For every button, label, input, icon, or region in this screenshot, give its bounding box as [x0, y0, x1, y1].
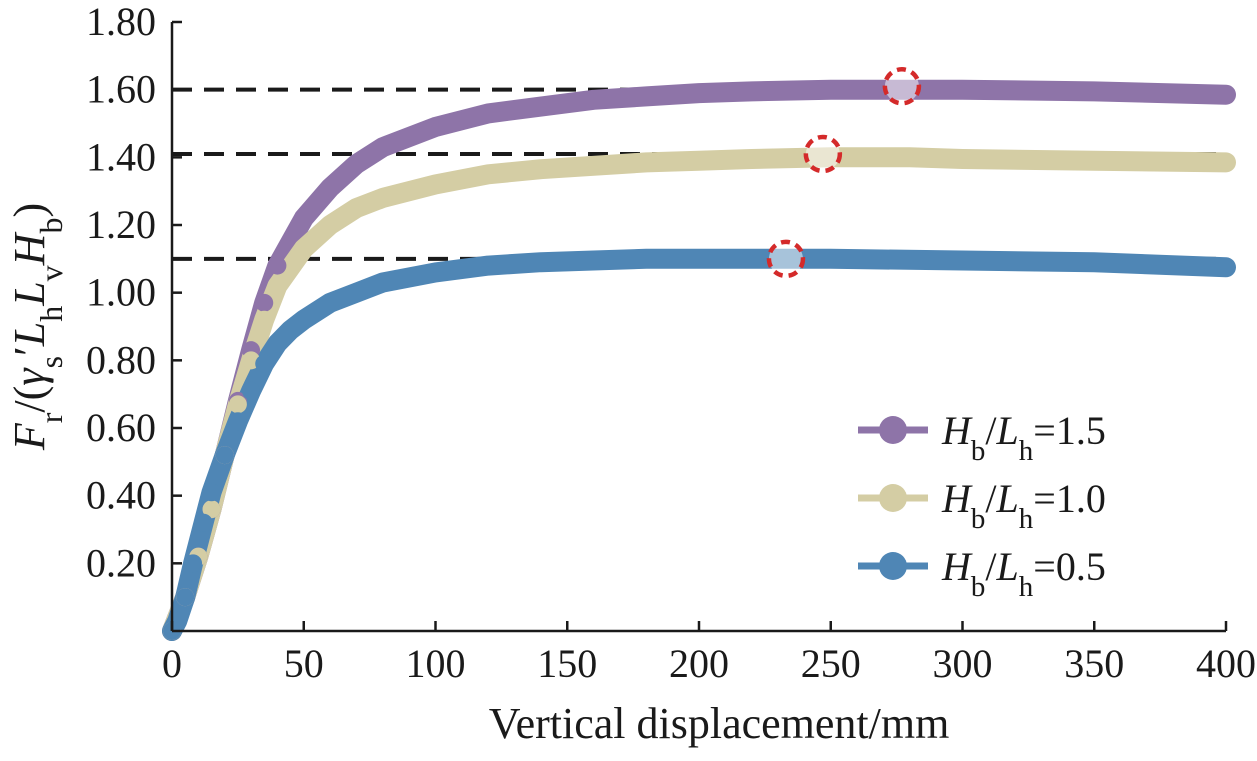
x-tick-label-8: 400: [1196, 641, 1256, 686]
legend-label-2: Hb/Lh=0.5: [941, 544, 1106, 603]
x-tick-label-3: 150: [537, 641, 597, 686]
legend-item-1: Hb/Lh=1.0: [858, 476, 1106, 535]
x-axis-title: Vertical displacement/mm: [489, 699, 950, 748]
y-tick-label-7: 1.60: [86, 67, 156, 112]
series-2-point-3: [184, 554, 203, 573]
x-tick-label-2: 100: [406, 641, 466, 686]
series-layer: [162, 79, 1236, 641]
series-0-point-8: [268, 256, 287, 275]
series-0-point-7: [255, 293, 274, 312]
series-1-point-8: [268, 276, 287, 295]
legend-label-1: Hb/Lh=1.0: [941, 476, 1106, 535]
series-2-point-10: [268, 334, 287, 353]
legend-item-0: Hb/Lh=1.5: [858, 408, 1106, 467]
x-tick-label-7: 350: [1064, 641, 1124, 686]
x-tick-label-5: 250: [801, 641, 861, 686]
series-2-point-9: [255, 354, 274, 373]
legend: Hb/Lh=1.5 Hb/Lh=1.0 Hb/Lh=0.5: [858, 408, 1106, 603]
highlight-circle-2: [766, 239, 806, 279]
highlight-circle-0: [882, 67, 922, 106]
series-1-point-3: [202, 500, 221, 519]
y-tick-label-2: 0.60: [86, 405, 156, 450]
x-tick-label-0: 0: [162, 641, 182, 686]
series-1-point-5: [228, 395, 247, 414]
series-2-point-8: [242, 381, 261, 400]
x-tick-label-1: 50: [284, 641, 324, 686]
legend-marker-2: [879, 552, 907, 580]
axis-titles: Vertical displacement/mm Fr/(γs′LhLvHb): [5, 203, 949, 748]
legend-item-2: Hb/Lh=0.5: [858, 544, 1106, 603]
y-tick-label-4: 1.00: [86, 270, 156, 315]
series-2-point-4: [194, 513, 213, 532]
y-tick-label-6: 1.40: [86, 134, 156, 179]
legend-marker-0: [879, 416, 907, 444]
legend-marker-1: [879, 484, 907, 512]
y-tick-label-0: 0.20: [86, 540, 156, 585]
series-2-point-2: [176, 588, 195, 607]
y-tick-label-1: 0.40: [86, 473, 156, 518]
legend-label-0: Hb/Lh=1.5: [941, 408, 1106, 467]
axes: [170, 20, 1228, 633]
x-tick-label-6: 300: [933, 641, 993, 686]
y-axis-title: Fr/(γs′LhLvHb): [5, 203, 69, 451]
y-tick-label-5: 1.20: [86, 202, 156, 247]
series-2-point-7: [228, 412, 247, 431]
tick-labels: 0 50 100 150 200 250 300 350 400 0.20 0.40 0.60 0.80…: [86, 0, 1256, 686]
series-2-point-6: [215, 446, 234, 465]
circle-markers: [766, 67, 922, 279]
highlight-circle-1: [803, 134, 843, 174]
series-2-point-5: [202, 483, 221, 502]
series-1-point-7: [255, 310, 274, 329]
y-tick-label-8: 1.80: [86, 0, 156, 44]
x-tick-label-4: 200: [669, 641, 729, 686]
y-tick-label-3: 0.80: [86, 337, 156, 382]
